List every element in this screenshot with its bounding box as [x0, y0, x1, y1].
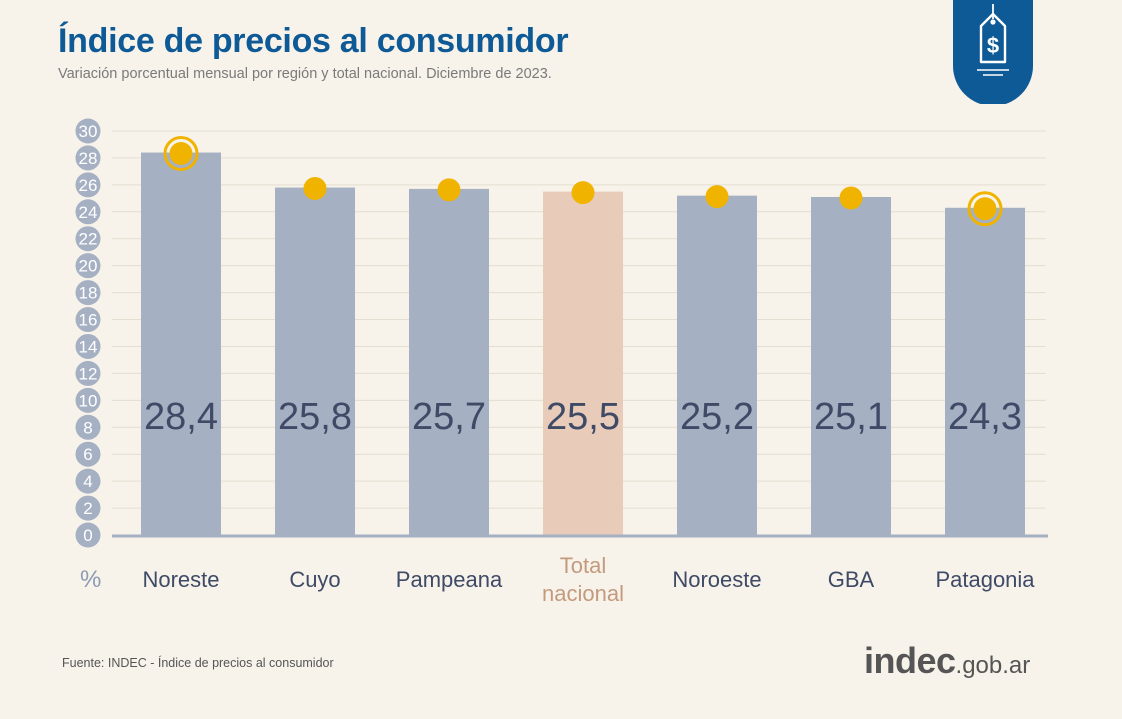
bar: [811, 196, 891, 535]
y-tick-label: 18: [79, 284, 98, 303]
y-tick-marker: [75, 495, 101, 521]
category-label: Cuyo: [289, 567, 340, 592]
y-tick-label: 26: [79, 176, 98, 195]
data-marker: [839, 186, 863, 210]
data-marker: [437, 178, 461, 202]
data-marker: [571, 181, 595, 205]
data-marker: [169, 142, 193, 166]
marker-ring: [967, 191, 1003, 227]
y-tick-label: 30: [79, 122, 98, 141]
bar: [677, 195, 757, 535]
bar-value-label: 25,7: [412, 396, 486, 438]
bar: [543, 191, 623, 535]
y-tick-marker: [75, 253, 101, 279]
chart-title: Índice de precios al consumidor: [58, 22, 569, 60]
y-tick-label: 10: [79, 391, 98, 410]
category-label: GBA: [828, 567, 875, 592]
category-label: Noroeste: [672, 567, 761, 592]
category-label: Noreste: [142, 567, 219, 592]
y-tick-marker: [75, 199, 101, 225]
indec-logo[interactable]: indec.gob.ar: [864, 640, 1030, 682]
y-tick-label: 28: [79, 149, 98, 168]
y-tick-marker: [75, 145, 101, 171]
y-tick-label: 8: [83, 418, 92, 437]
brand-domain: .gob.ar: [955, 652, 1031, 679]
category-label: Total nacional: [542, 553, 624, 606]
y-tick-label: 6: [83, 445, 92, 464]
y-tick-label: 4: [83, 472, 92, 491]
bar: [945, 207, 1025, 535]
y-tick-label: 0: [83, 526, 92, 545]
y-tick-marker: [75, 333, 101, 359]
y-tick-marker: [75, 522, 101, 548]
y-tick-marker: [75, 441, 101, 467]
marker-ring: [163, 136, 199, 172]
data-marker: [705, 185, 729, 209]
y-tick-marker: [75, 307, 101, 333]
bar-value-label: 25,8: [278, 396, 352, 438]
y-tick-label: 22: [79, 230, 98, 249]
data-marker: [973, 197, 997, 221]
y-tick-label: 24: [79, 203, 98, 222]
bar-value-label: 28,4: [144, 396, 218, 438]
bar-value-label: 25,2: [680, 396, 754, 438]
y-axis-unit: %: [80, 566, 102, 593]
y-tick-marker: [75, 226, 101, 252]
bar-value-label: 25,5: [546, 396, 620, 438]
y-tick-label: 2: [83, 499, 92, 518]
y-tick-marker: [75, 172, 101, 198]
y-tick-label: 14: [79, 337, 98, 356]
svg-text:$: $: [987, 33, 999, 58]
bar-value-label: 24,3: [948, 396, 1022, 438]
data-marker: [303, 177, 327, 201]
bar: [141, 152, 221, 535]
bar: [409, 188, 489, 535]
bar-value-label: 25,1: [814, 396, 888, 438]
y-tick-marker: [75, 387, 101, 413]
y-tick-marker: [75, 280, 101, 306]
y-tick-marker: [75, 118, 101, 144]
y-tick-label: 16: [79, 311, 98, 330]
y-tick-label: 12: [79, 364, 98, 383]
category-label: Pampeana: [396, 567, 503, 592]
y-tick-label: 20: [79, 257, 98, 276]
price-tag-dollar-icon: $: [953, 0, 1033, 104]
chart-subtitle: Variación porcentual mensual por región …: [58, 66, 552, 82]
y-tick-marker: [75, 414, 101, 440]
y-tick-marker: [75, 468, 101, 494]
y-tick-marker: [75, 360, 101, 386]
source-note: Fuente: INDEC - Índice de precios al con…: [62, 656, 334, 670]
category-label: Patagonia: [935, 567, 1035, 592]
bar: [275, 187, 355, 535]
brand-name: indec: [864, 640, 956, 681]
